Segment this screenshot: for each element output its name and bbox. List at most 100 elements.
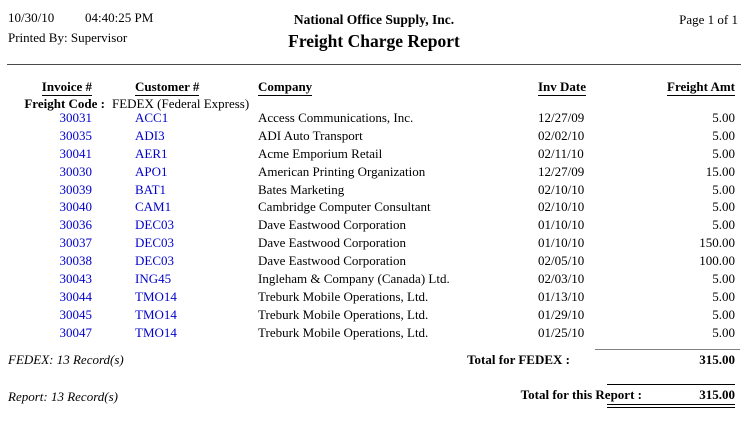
inv-date-cell: 02/11/10	[538, 145, 584, 161]
company-cell: Treburk Mobile Operations, Ltd.	[258, 306, 429, 322]
invoice-link[interactable]: 30036	[59, 217, 93, 233]
freight-amt-cell: 5.00	[712, 110, 735, 125]
freight-code-label: Freight Code :	[24, 96, 105, 111]
page-title: Freight Charge Report	[288, 31, 460, 51]
invoice-link[interactable]: 30047	[59, 324, 93, 340]
report-total-value: 315.00	[699, 387, 735, 402]
report-detail-rows: 30031 ACC1 Access Communications, Inc. 1…	[0, 109, 748, 342]
inv-date-cell: 01/29/10	[538, 306, 585, 322]
freight-amt-cell: 5.00	[712, 306, 735, 322]
inv-date-cell: 02/02/10	[538, 127, 585, 143]
invoice-link[interactable]: 30031	[59, 110, 93, 125]
column-header-customer: Customer #	[135, 79, 200, 96]
group-total-label: Total for FEDEX :	[467, 352, 570, 367]
customer-link[interactable]: ADI3	[135, 127, 165, 143]
freight-code-value: FEDEX (Federal Express)	[112, 96, 250, 111]
invoice-link[interactable]: 30043	[59, 271, 93, 287]
freight-amt-cell: 5.00	[712, 181, 735, 197]
table-row: 30041 AER1 Acme Emporium Retail 02/11/10…	[0, 145, 748, 163]
inv-date-cell: 01/13/10	[538, 288, 585, 304]
company-cell: Cambridge Computer Consultant	[258, 199, 431, 215]
invoice-link[interactable]: 30035	[59, 127, 93, 143]
customer-link[interactable]: ACC1	[135, 110, 169, 125]
header-divider	[7, 64, 741, 65]
company-cell: Dave Eastwood Corporation	[258, 253, 407, 269]
invoice-link[interactable]: 30039	[59, 181, 93, 197]
customer-link[interactable]: DEC03	[135, 253, 174, 269]
invoice-link[interactable]: 30030	[59, 163, 93, 179]
inv-date-cell: 01/10/10	[538, 235, 585, 251]
company-cell: ADI Auto Transport	[258, 127, 363, 143]
customer-link[interactable]: APO1	[135, 163, 168, 179]
customer-link[interactable]: BAT1	[135, 181, 167, 197]
group-total-value: 315.00	[699, 352, 735, 367]
inv-date-cell: 01/10/10	[538, 217, 585, 233]
report-record-count: Report: 13 Record(s)	[8, 389, 118, 404]
inv-date-cell: 12/27/09	[538, 110, 585, 125]
invoice-link[interactable]: 30041	[59, 145, 93, 161]
table-row: 30039 BAT1 Bates Marketing 02/10/10 5.00	[0, 181, 748, 199]
print-date: 10/30/10	[8, 10, 55, 25]
table-row: 30038 DEC03 Dave Eastwood Corporation 02…	[0, 252, 748, 270]
customer-link[interactable]: CAM1	[135, 199, 172, 215]
invoice-link[interactable]: 30045	[59, 306, 93, 322]
table-row: 30035 ADI3 ADI Auto Transport 02/02/10 5…	[0, 127, 748, 145]
company-cell: Ingleham & Company (Canada) Ltd.	[258, 271, 450, 287]
customer-link[interactable]: ING45	[135, 271, 172, 287]
inv-date-cell: 01/25/10	[538, 324, 585, 340]
freight-amt-cell: 5.00	[712, 324, 735, 340]
inv-date-cell: 02/03/10	[538, 271, 585, 287]
company-cell: Dave Eastwood Corporation	[258, 235, 407, 251]
report-total-rule	[607, 384, 735, 385]
column-header-freight-amt: Freight Amt	[667, 79, 735, 96]
table-row: 30044 TMO14 Treburk Mobile Operations, L…	[0, 288, 748, 306]
freight-amt-cell: 5.00	[712, 271, 735, 287]
group-total-rule	[595, 349, 740, 350]
print-time: 04:40:25 PM	[85, 10, 154, 25]
inv-date-cell: 02/05/10	[538, 253, 585, 269]
customer-link[interactable]: DEC03	[135, 235, 174, 251]
table-row: 30036 DEC03 Dave Eastwood Corporation 01…	[0, 216, 748, 234]
freight-amt-cell: 5.00	[712, 199, 735, 215]
freight-amt-cell: 5.00	[712, 145, 735, 161]
column-header-row: Invoice # Customer # Company Inv Date Fr…	[0, 79, 748, 97]
customer-link[interactable]: DEC03	[135, 217, 174, 233]
inv-date-cell: 02/10/10	[538, 181, 585, 197]
company-cell: Dave Eastwood Corporation	[258, 217, 407, 233]
customer-link[interactable]: AER1	[135, 145, 168, 161]
freight-amt-cell: 5.00	[712, 217, 735, 233]
freight-amt-cell: 100.00	[699, 253, 735, 269]
company-cell: Treburk Mobile Operations, Ltd.	[258, 288, 429, 304]
column-header-company: Company	[258, 79, 313, 96]
group-record-count: FEDEX: 13 Record(s)	[8, 352, 124, 367]
table-row: 30040 CAM1 Cambridge Computer Consultant…	[0, 198, 748, 216]
table-row: 30030 APO1 American Printing Organizatio…	[0, 163, 748, 181]
report-total-double-rule	[607, 404, 735, 408]
invoice-link[interactable]: 30038	[59, 253, 93, 269]
printed-by: Printed By: Supervisor	[8, 30, 128, 45]
customer-link[interactable]: TMO14	[135, 288, 177, 304]
company-cell: Treburk Mobile Operations, Ltd.	[258, 324, 429, 340]
table-row: 30031 ACC1 Access Communications, Inc. 1…	[0, 109, 748, 127]
table-row: 30047 TMO14 Treburk Mobile Operations, L…	[0, 324, 748, 342]
invoice-link[interactable]: 30040	[59, 199, 93, 215]
inv-date-cell: 12/27/09	[538, 163, 585, 179]
freight-amt-cell: 15.00	[705, 163, 735, 179]
company-cell: American Printing Organization	[258, 163, 426, 179]
customer-link[interactable]: TMO14	[135, 306, 177, 322]
freight-amt-cell: 150.00	[699, 235, 735, 251]
inv-date-cell: 02/10/10	[538, 199, 585, 215]
company-cell: Acme Emporium Retail	[258, 145, 383, 161]
invoice-link[interactable]: 30044	[59, 288, 93, 304]
report-total-label: Total for this Report :	[520, 387, 642, 402]
table-row: 30043 ING45 Ingleham & Company (Canada) …	[0, 270, 748, 288]
table-row: 30045 TMO14 Treburk Mobile Operations, L…	[0, 306, 748, 324]
customer-link[interactable]: TMO14	[135, 324, 177, 340]
company-cell: Access Communications, Inc.	[258, 110, 414, 125]
company-name: National Office Supply, Inc.	[293, 12, 455, 27]
page-number: Page 1 of 1	[679, 12, 738, 27]
table-row: 30037 DEC03 Dave Eastwood Corporation 01…	[0, 234, 748, 252]
invoice-link[interactable]: 30037	[59, 235, 93, 251]
freight-amt-cell: 5.00	[712, 127, 735, 143]
